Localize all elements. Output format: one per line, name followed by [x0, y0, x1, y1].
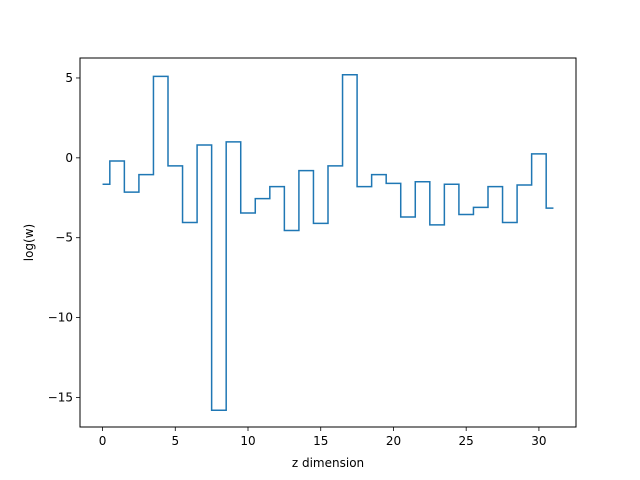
y-tick-label: −15: [48, 390, 73, 404]
x-tick-label: 5: [171, 434, 179, 448]
series-line-0: [102, 74, 554, 411]
y-axis-label: log(w): [22, 224, 36, 261]
axes-frame: [79, 57, 577, 428]
y-tick-label: −5: [55, 231, 73, 245]
x-tick-label: 15: [313, 434, 328, 448]
plot-area: [102, 74, 554, 411]
y-tick-label: 5: [65, 71, 73, 85]
y-tick-label: 0: [65, 151, 73, 165]
y-axis-ticks: 5 0 −5 −10 −15: [48, 71, 80, 404]
x-tick-label: 30: [531, 434, 546, 448]
x-tick-label: 25: [459, 434, 474, 448]
y-tick-label: −10: [48, 311, 73, 325]
x-tick-label: 20: [386, 434, 401, 448]
x-axis-ticks: 0 5 10 15 20 25 30: [99, 427, 547, 448]
x-axis-label: z dimension: [292, 456, 364, 470]
x-tick-label: 10: [240, 434, 255, 448]
x-tick-label: 0: [99, 434, 107, 448]
